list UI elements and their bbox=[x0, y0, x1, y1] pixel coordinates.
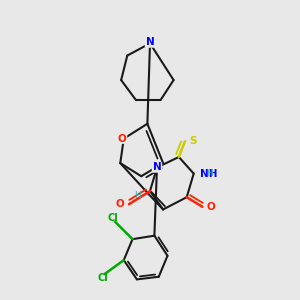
Text: Cl: Cl bbox=[108, 213, 119, 223]
Text: NH: NH bbox=[200, 169, 217, 178]
Text: H: H bbox=[134, 191, 141, 200]
Text: H: H bbox=[206, 169, 213, 178]
Text: Cl: Cl bbox=[98, 273, 108, 283]
Text: O: O bbox=[207, 202, 216, 212]
Text: O: O bbox=[116, 199, 124, 209]
FancyBboxPatch shape bbox=[117, 134, 127, 144]
FancyBboxPatch shape bbox=[145, 37, 155, 48]
Text: N: N bbox=[153, 163, 161, 172]
Text: N: N bbox=[146, 38, 154, 47]
Text: O: O bbox=[118, 134, 126, 144]
Text: S: S bbox=[189, 136, 197, 146]
FancyBboxPatch shape bbox=[152, 162, 162, 173]
